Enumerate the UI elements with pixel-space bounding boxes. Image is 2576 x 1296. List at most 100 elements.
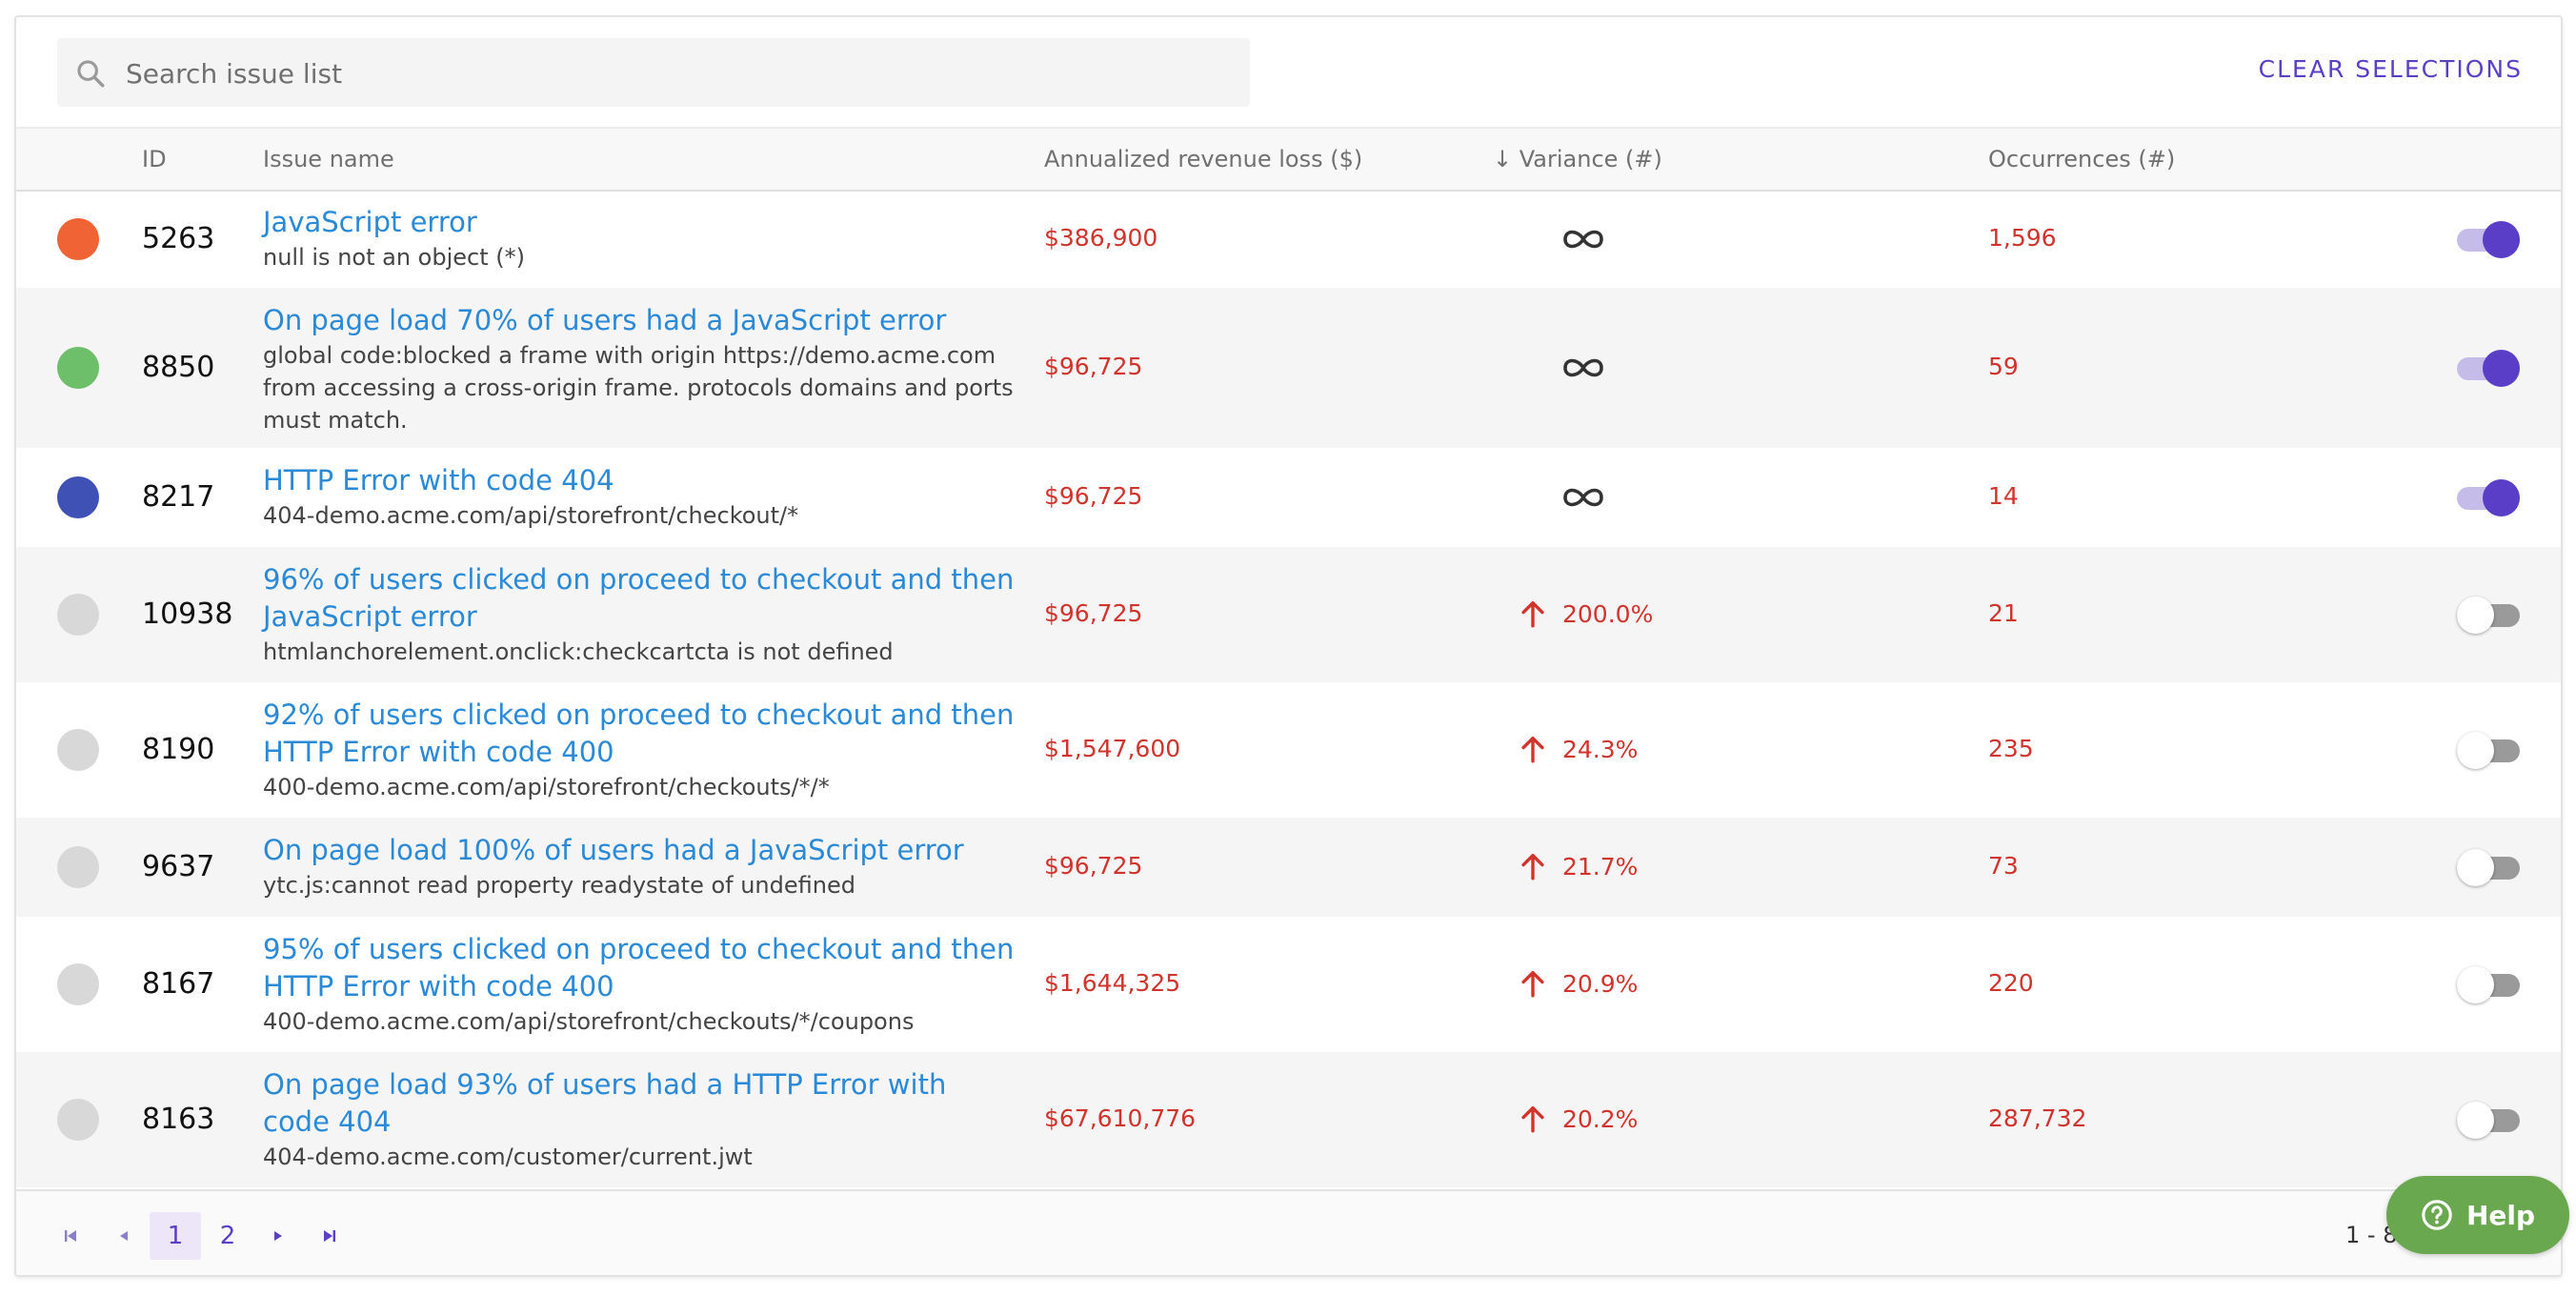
search-input[interactable] — [124, 38, 1233, 109]
column-header-variance[interactable]: ↓ Variance (#) — [1493, 146, 1662, 172]
status-color-dot — [57, 347, 99, 389]
search-box[interactable] — [57, 38, 1250, 109]
toggle-knob — [2457, 966, 2494, 1003]
table-row[interactable]: 8190 92% of users clicked on proceed to c… — [16, 682, 2561, 818]
status-color-dot — [57, 217, 99, 260]
issue-description: htmlanchorelement.onclick:checkcartcta i… — [263, 638, 894, 665]
issue-name-cell: JavaScript error null is not an object (*… — [263, 204, 1016, 273]
revenue-loss-value: $96,725 — [1044, 599, 1143, 627]
chevron-right-icon — [274, 1231, 282, 1241]
row-select-toggle[interactable] — [2457, 848, 2520, 886]
revenue-loss-value: $96,725 — [1044, 353, 1143, 380]
arrow-up-icon — [1521, 970, 1544, 998]
last-page-icon — [324, 1230, 335, 1242]
table-row[interactable]: 8163 On page load 93% of users had a HTTP… — [16, 1052, 2561, 1187]
issue-id: 5263 — [142, 221, 215, 255]
toolbar: CLEAR SELECTIONS — [16, 17, 2561, 127]
issue-name-cell: 96% of users clicked on proceed to check… — [263, 561, 1016, 668]
occurrences-value: 220 — [1988, 969, 2034, 997]
variance-value: 21.7% — [1562, 852, 1639, 881]
issue-id: 8163 — [142, 1103, 215, 1136]
revenue-loss-value: $67,610,776 — [1044, 1104, 1197, 1132]
issue-id: 8167 — [142, 967, 215, 1001]
variance-cell: 200.0% — [1517, 597, 1653, 630]
row-select-toggle[interactable] — [2457, 478, 2520, 516]
revenue-loss-value: $1,644,325 — [1044, 969, 1181, 997]
issue-name-cell: On page load 100% of users had a JavaScr… — [263, 832, 1016, 901]
arrow-up-icon — [1521, 600, 1544, 628]
clear-selections-button[interactable]: CLEAR SELECTIONS — [2258, 55, 2523, 83]
revenue-loss-value: $386,900 — [1044, 223, 1158, 252]
table-row[interactable]: 8167 95% of users clicked on proceed to c… — [16, 917, 2561, 1052]
occurrences-value: 287,732 — [1988, 1104, 2087, 1132]
issue-description: 400-demo.acme.com/api/storefront/checkou… — [263, 1008, 915, 1035]
occurrences-value: 73 — [1988, 852, 2019, 880]
status-color-dot — [57, 1099, 99, 1141]
row-select-toggle[interactable] — [2457, 965, 2520, 1003]
variance-cell: 21.7% — [1517, 850, 1638, 882]
issue-title-link[interactable]: 95% of users clicked on proceed to check… — [263, 933, 1015, 1002]
first-page-button[interactable] — [47, 1212, 94, 1260]
toggle-knob — [2483, 479, 2520, 516]
status-color-dot — [57, 846, 99, 888]
issue-id: 8217 — [142, 480, 215, 514]
table-row[interactable]: 8217 HTTP Error with code 404 404-demo.acm… — [16, 448, 2561, 547]
issue-title-link[interactable]: HTTP Error with code 404 — [263, 464, 614, 496]
issue-title-link[interactable]: On page load 93% of users had a HTTP Err… — [263, 1068, 947, 1138]
issue-id: 8190 — [142, 733, 215, 766]
issue-id: 8850 — [142, 351, 215, 384]
infinity-icon — [1563, 230, 1603, 248]
page-1-button[interactable]: 1 — [150, 1212, 201, 1260]
row-select-toggle[interactable] — [2457, 220, 2520, 258]
status-color-dot — [57, 963, 99, 1005]
issue-description: null is not an object (*) — [263, 244, 525, 271]
revenue-loss-value: $1,547,600 — [1044, 735, 1181, 762]
issue-title-link[interactable]: JavaScript error — [263, 206, 477, 238]
occurrences-value: 14 — [1988, 482, 2019, 510]
table-row[interactable]: 8850 On page load 70% of users had a Java… — [16, 288, 2561, 448]
row-select-toggle[interactable] — [2457, 731, 2520, 769]
revenue-loss-value: $96,725 — [1044, 482, 1143, 510]
issue-title-link[interactable]: On page load 70% of users had a JavaScri… — [263, 304, 947, 336]
toggle-knob — [2457, 732, 2494, 769]
issue-name-cell: 92% of users clicked on proceed to check… — [263, 697, 1016, 803]
search-icon — [77, 60, 105, 88]
previous-page-button[interactable] — [100, 1212, 148, 1260]
issue-description: 404-demo.acme.com/api/storefront/checkou… — [263, 502, 799, 529]
issue-title-link[interactable]: 92% of users clicked on proceed to check… — [263, 699, 1015, 768]
infinity-icon — [1563, 488, 1603, 507]
column-header-id[interactable]: ID — [142, 146, 167, 172]
issue-title-link[interactable]: On page load 100% of users had a JavaScr… — [263, 834, 964, 866]
issue-name-cell: On page load 70% of users had a JavaScri… — [263, 302, 1016, 436]
chevron-left-icon — [120, 1231, 128, 1241]
next-page-button[interactable] — [254, 1212, 302, 1260]
page-2-button[interactable]: 2 — [219, 1222, 236, 1250]
revenue-loss-value: $96,725 — [1044, 852, 1143, 880]
variance-value: 20.2% — [1562, 1104, 1639, 1133]
column-header-occurrences[interactable]: Occurrences (#) — [1988, 146, 2176, 172]
table-row[interactable]: 10938 96% of users clicked on proceed to … — [16, 547, 2561, 682]
toggle-knob — [2457, 597, 2494, 634]
issue-list-panel: CLEAR SELECTIONS ID Issue name Annualize… — [14, 15, 2563, 1277]
column-header-revenue-loss[interactable]: Annualized revenue loss ($) — [1044, 146, 1363, 172]
status-color-dot — [57, 729, 99, 771]
variance-value: 20.9% — [1562, 969, 1639, 998]
occurrences-value: 1,596 — [1988, 223, 2057, 252]
variance-cell: 20.2% — [1517, 1103, 1638, 1135]
last-page-button[interactable] — [306, 1212, 353, 1260]
table-row[interactable]: 5263 JavaScript error null is not an objec… — [16, 190, 2561, 288]
issue-description: global code:blocked a frame with origin … — [263, 342, 1014, 434]
table-row[interactable]: 9637 On page load 100% of users had a Jav… — [16, 818, 2561, 917]
variance-cell: 24.3% — [1517, 733, 1638, 765]
column-header-issue-name[interactable]: Issue name — [263, 146, 394, 172]
first-page-icon — [65, 1230, 76, 1242]
row-select-toggle[interactable] — [2457, 349, 2520, 387]
row-select-toggle[interactable] — [2457, 1101, 2520, 1139]
issue-title-link[interactable]: 96% of users clicked on proceed to check… — [263, 563, 1015, 633]
row-select-toggle[interactable] — [2457, 596, 2520, 634]
question-circle-icon — [2422, 1200, 2452, 1230]
help-button[interactable]: Help — [2386, 1176, 2569, 1254]
variance-value: 24.3% — [1562, 735, 1639, 763]
issue-id: 9637 — [142, 850, 215, 883]
occurrences-value: 59 — [1988, 353, 2019, 380]
